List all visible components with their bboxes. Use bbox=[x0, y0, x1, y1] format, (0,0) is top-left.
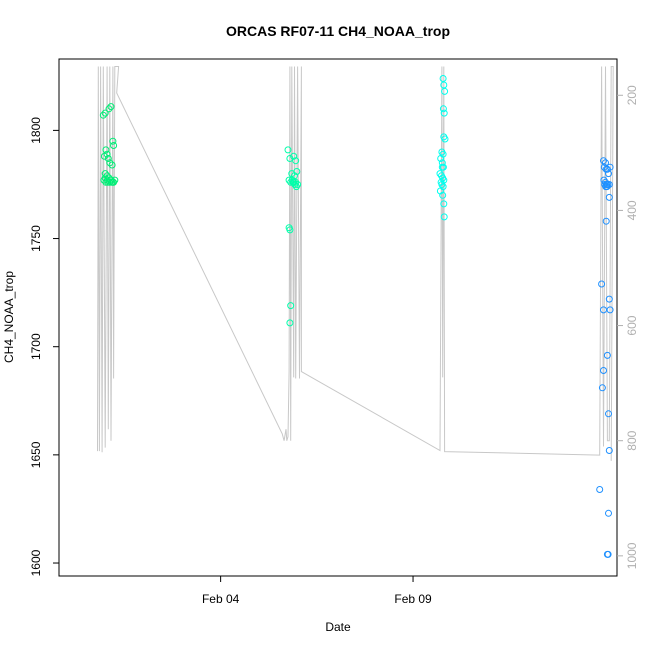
data-point bbox=[101, 170, 109, 178]
pressure-line-layer bbox=[97, 66, 614, 461]
data-point bbox=[440, 109, 448, 117]
point-layer bbox=[99, 75, 614, 558]
data-point bbox=[600, 306, 607, 314]
data-point bbox=[107, 176, 115, 184]
chart-title: ORCAS RF07-11 CH4_NOAA_trop bbox=[226, 23, 450, 39]
data-point bbox=[286, 319, 294, 327]
data-point bbox=[104, 155, 112, 162]
y-tick-label: 1750 bbox=[29, 225, 43, 252]
data-point bbox=[105, 105, 113, 113]
data-point bbox=[108, 161, 116, 169]
y-right-tick-label: 600 bbox=[625, 315, 639, 335]
data-point bbox=[99, 111, 107, 119]
y-right-tick-label: 400 bbox=[625, 200, 639, 220]
data-point bbox=[101, 109, 109, 117]
data-point bbox=[596, 486, 604, 493]
data-point bbox=[605, 295, 613, 303]
data-point bbox=[606, 163, 614, 171]
data-point bbox=[606, 306, 614, 314]
data-point bbox=[598, 280, 606, 288]
data-point bbox=[600, 157, 607, 165]
data-point bbox=[437, 155, 445, 162]
data-point bbox=[293, 168, 301, 175]
data-point bbox=[287, 302, 295, 310]
data-point bbox=[603, 183, 611, 191]
data-point bbox=[439, 75, 447, 82]
data-point bbox=[600, 367, 607, 374]
data-point bbox=[439, 191, 447, 199]
data-point bbox=[110, 142, 118, 149]
data-point bbox=[438, 163, 446, 171]
data-point bbox=[286, 155, 294, 162]
y-tick-label: 1600 bbox=[29, 549, 43, 576]
data-point bbox=[603, 351, 611, 359]
data-point bbox=[598, 384, 606, 392]
data-point bbox=[440, 213, 448, 221]
data-point bbox=[605, 447, 613, 454]
data-point bbox=[284, 146, 292, 154]
data-point bbox=[292, 178, 300, 186]
data-point bbox=[605, 181, 613, 188]
data-point bbox=[605, 509, 612, 517]
data-point bbox=[438, 159, 446, 167]
data-point bbox=[440, 200, 448, 208]
data-point bbox=[604, 550, 612, 558]
y-axis: 1600 1650 1700 1750 1800 bbox=[29, 117, 59, 576]
data-point bbox=[292, 157, 300, 165]
y-tick-label: 1700 bbox=[29, 333, 43, 360]
y-axis-label: CH4_NOAA_trop bbox=[2, 271, 16, 363]
data-point bbox=[290, 178, 298, 186]
y-right-tick-label: 200 bbox=[625, 85, 639, 105]
y-axis-right: 200 400 600 800 1000 bbox=[617, 85, 639, 569]
data-point bbox=[106, 159, 114, 167]
plot-frame bbox=[58, 58, 618, 577]
data-point bbox=[441, 135, 449, 143]
data-point bbox=[605, 193, 613, 201]
x-tick-label: Feb 04 bbox=[202, 592, 240, 606]
y-tick-label: 1800 bbox=[29, 117, 43, 144]
data-point bbox=[102, 146, 110, 154]
data-point bbox=[109, 137, 117, 145]
data-point bbox=[286, 226, 294, 234]
data-point bbox=[441, 87, 449, 95]
data-point bbox=[107, 103, 115, 111]
y-tick-label: 1650 bbox=[29, 441, 43, 468]
x-axis-label: Date bbox=[325, 620, 351, 634]
y-right-tick-label: 1000 bbox=[625, 542, 639, 569]
x-axis: Feb 04 Feb 09 bbox=[202, 576, 432, 606]
data-point bbox=[605, 170, 612, 178]
data-point bbox=[290, 152, 298, 160]
data-point bbox=[104, 176, 111, 184]
data-point bbox=[605, 410, 612, 418]
data-point bbox=[294, 181, 302, 188]
data-point bbox=[602, 159, 609, 167]
data-point bbox=[439, 105, 447, 113]
y-right-tick-label: 800 bbox=[625, 430, 639, 450]
data-point bbox=[602, 217, 610, 225]
x-tick-label: Feb 09 bbox=[394, 592, 432, 606]
data-point bbox=[100, 152, 108, 160]
pressure-line bbox=[97, 66, 614, 461]
